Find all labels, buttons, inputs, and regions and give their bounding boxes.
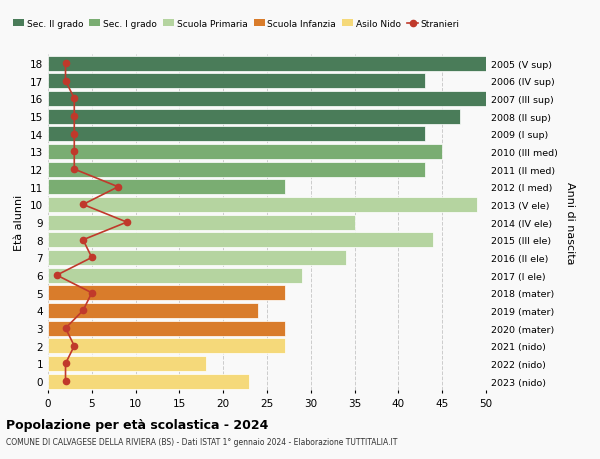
Bar: [48, 233, 433, 248]
Bar: [48, 374, 250, 389]
Text: Popolazione per età scolastica - 2024: Popolazione per età scolastica - 2024: [6, 418, 268, 431]
Text: COMUNE DI CALVAGESE DELLA RIVIERA (BS) - Dati ISTAT 1° gennaio 2024 - Elaborazio: COMUNE DI CALVAGESE DELLA RIVIERA (BS) -…: [6, 437, 397, 446]
Bar: [48, 339, 284, 353]
Bar: [48, 180, 284, 195]
Legend: Sec. II grado, Sec. I grado, Scuola Primaria, Scuola Infanzia, Asilo Nido, Stran: Sec. II grado, Sec. I grado, Scuola Prim…: [10, 16, 463, 32]
Y-axis label: Anni di nascita: Anni di nascita: [565, 181, 575, 264]
Bar: [48, 145, 442, 160]
Bar: [48, 251, 346, 265]
Bar: [48, 303, 258, 318]
Y-axis label: Età alunni: Età alunni: [14, 195, 25, 251]
Bar: [48, 56, 486, 72]
Bar: [48, 215, 355, 230]
Bar: [48, 74, 425, 89]
Bar: [48, 285, 284, 301]
Bar: [48, 356, 206, 371]
Bar: [48, 321, 284, 336]
Bar: [48, 162, 425, 177]
Bar: [48, 109, 460, 124]
Bar: [48, 197, 477, 213]
Bar: [48, 127, 425, 142]
Bar: [48, 268, 302, 283]
Bar: [48, 92, 486, 106]
